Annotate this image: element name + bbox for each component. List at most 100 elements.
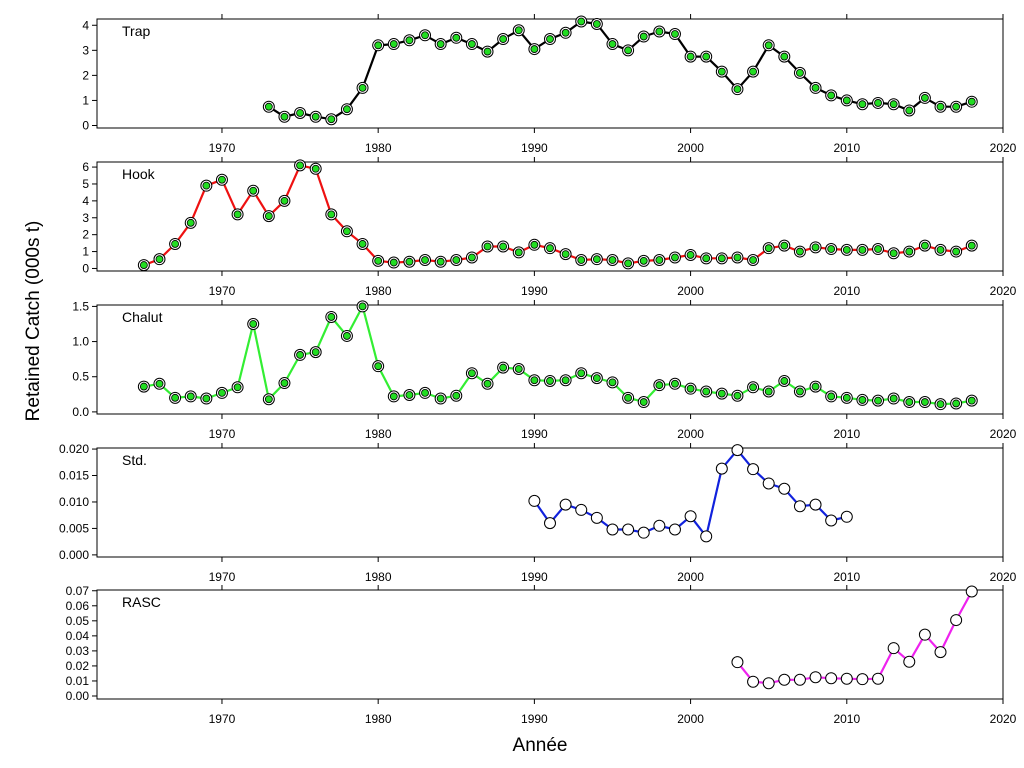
data-point-fill: [546, 35, 554, 43]
data-point-fill: [421, 389, 429, 397]
x-tick-label: 2000: [677, 712, 704, 726]
data-point-fill: [764, 41, 773, 50]
data-point-fill: [327, 210, 336, 219]
x-tick-label: 1990: [521, 284, 548, 298]
data-point: [731, 656, 744, 669]
y-tick-label: 0.06: [66, 599, 90, 613]
panel-frame: [96, 161, 1004, 272]
data-point-fill: [452, 391, 461, 400]
data-point-fill: [686, 52, 695, 61]
data-point-fill: [296, 109, 304, 117]
x-tick-label: 1990: [521, 141, 548, 155]
data-point-fill: [874, 396, 882, 405]
data-point-fill: [842, 96, 851, 105]
data-point: [762, 677, 775, 690]
data-point-fill: [202, 181, 211, 190]
data-point-fill: [452, 256, 461, 264]
panel-1: 0 1 2 3 4 5 6 1970 1980 1990 2000 2010 2020 Hook: [82, 157, 1017, 298]
data-point-fill: [264, 212, 273, 220]
panel-0: 0 1 2 3 4 1970 1980 1990 2000 2010 2020 Trap: [82, 14, 1017, 155]
data-point-fill: [967, 97, 976, 106]
y-tick-label: 3: [82, 211, 89, 225]
data-point-fill: [577, 369, 586, 378]
panel-frame: [96, 304, 1004, 415]
data-point: [825, 672, 838, 685]
data-point-fill: [733, 85, 742, 94]
data-point-fill: [530, 45, 539, 53]
panel-title: Hook: [122, 166, 156, 182]
data-point-fill: [702, 387, 711, 396]
x-tick-label: 2010: [833, 141, 860, 155]
panel-title: Std.: [122, 452, 147, 468]
data-point: [809, 671, 822, 684]
y-tick-label: 0.015: [59, 469, 89, 483]
y-tick-label: 1.5: [72, 299, 89, 313]
data-point-fill: [249, 320, 258, 328]
data-point: [590, 511, 603, 524]
data-point-fill: [421, 256, 429, 264]
data-point: [637, 526, 650, 539]
data-point: [793, 500, 806, 513]
data-point-fill: [327, 115, 336, 124]
y-tick-label: 0.02: [66, 659, 90, 673]
x-tick-label: 2010: [833, 712, 860, 726]
data-point-fill: [483, 379, 492, 388]
data-point: [762, 477, 775, 490]
data-point-fill: [702, 52, 711, 61]
data-point: [840, 672, 853, 685]
series-line: [736, 590, 973, 685]
data-point-fill: [171, 240, 180, 248]
data-point-fill: [296, 161, 304, 170]
data-point-fill: [842, 245, 851, 254]
data-point: [731, 444, 744, 457]
data-point: [856, 673, 869, 686]
data-point: [825, 514, 838, 527]
x-tick-label: 2020: [990, 284, 1017, 298]
data-point-fill: [436, 257, 445, 266]
y-tick-label: 0.5: [72, 370, 89, 384]
y-tick-label: 0: [82, 118, 89, 132]
panel-frame: [96, 18, 1004, 129]
data-point-fill: [280, 379, 289, 387]
data-point: [778, 482, 791, 495]
data-point-fill: [577, 256, 586, 264]
data-point-fill: [827, 392, 836, 401]
data-point-fill: [311, 112, 320, 121]
data-point-fill: [358, 302, 367, 311]
data-point-fill: [218, 389, 226, 397]
data-point-fill: [624, 393, 633, 402]
data-point-fill: [467, 40, 476, 48]
data-point-fill: [749, 67, 757, 76]
data-point: [872, 672, 885, 685]
x-tick-label: 2000: [677, 284, 704, 298]
data-point-fill: [499, 35, 508, 43]
data-point-fill: [405, 257, 414, 266]
data-point-fill: [358, 240, 367, 248]
data-point-fill: [624, 259, 633, 268]
data-point: [793, 673, 806, 686]
y-tick-label: 6: [82, 160, 89, 174]
data-point-fill: [655, 381, 664, 390]
data-point-fill: [280, 112, 289, 121]
data-point: [809, 498, 822, 511]
data-point-fill: [811, 84, 820, 92]
data-point-fill: [405, 391, 414, 399]
data-point-fill: [546, 377, 554, 385]
y-tick-label: 0.0: [72, 405, 89, 419]
x-tick-label: 1980: [365, 427, 392, 441]
x-tick-label: 2000: [677, 570, 704, 584]
data-point-fill: [874, 245, 882, 253]
data-point-fill: [702, 254, 711, 263]
data-point-fill: [186, 218, 195, 227]
data-point-fill: [561, 250, 570, 259]
data-point-fill: [905, 398, 914, 406]
data-point-fill: [280, 196, 289, 205]
x-tick-label: 2020: [990, 141, 1017, 155]
data-point-fill: [546, 244, 554, 253]
data-point-fill: [421, 31, 429, 40]
data-point-fill: [233, 210, 242, 219]
data-point-fill: [686, 251, 695, 259]
y-tick-label: 0.005: [59, 521, 89, 535]
data-point-fill: [514, 248, 523, 257]
